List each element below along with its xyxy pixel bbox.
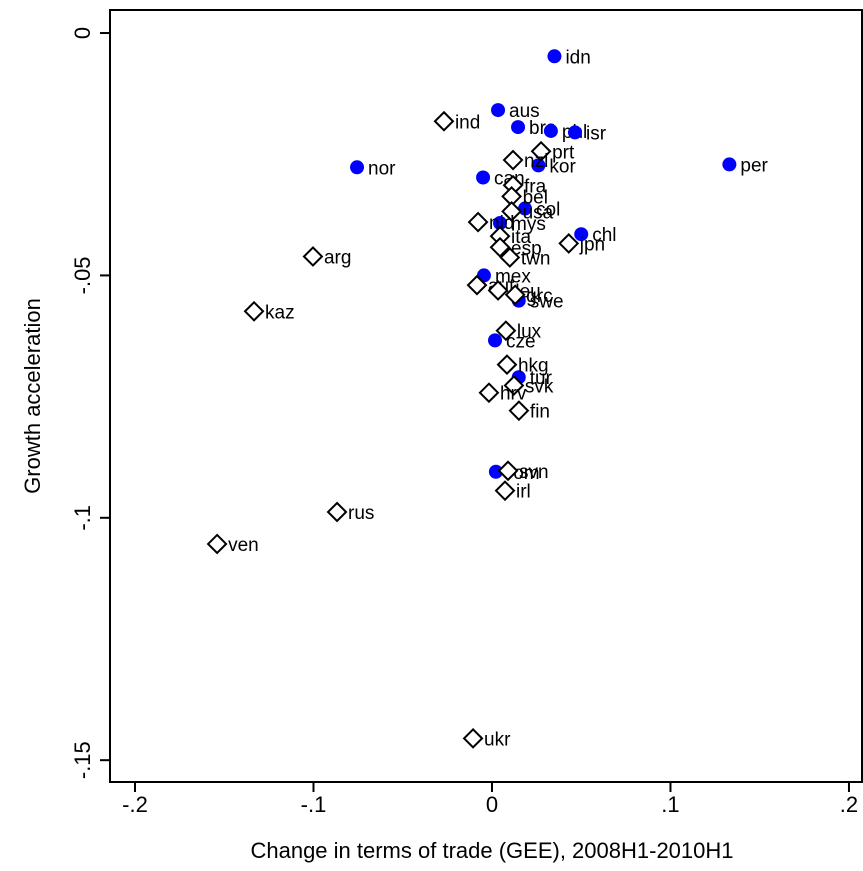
point — [243, 300, 265, 322]
point-label: arg — [324, 248, 351, 269]
point-label: ind — [455, 112, 480, 133]
point-label: rus — [348, 503, 374, 524]
y-tick-label: -.15 — [70, 741, 95, 779]
point-label: cze — [506, 331, 536, 352]
x-tick-label: .1 — [661, 792, 679, 817]
x-axis-title: Change in terms of trade (GEE), 2008H1-2… — [250, 838, 733, 863]
point-label: svn — [519, 462, 549, 483]
point-label: nld — [489, 213, 514, 234]
point-label: usa — [523, 202, 554, 223]
point — [487, 280, 509, 301]
point — [504, 284, 526, 306]
point — [547, 49, 562, 64]
point — [350, 160, 365, 175]
point-label: mex — [495, 266, 531, 287]
point — [462, 727, 484, 749]
point — [491, 103, 506, 118]
point-label: per — [740, 155, 768, 176]
point — [499, 247, 521, 268]
point — [518, 201, 533, 216]
x-tick-label: .2 — [840, 792, 858, 817]
point — [543, 123, 558, 138]
point-label: isr — [586, 123, 607, 144]
point — [493, 216, 508, 231]
x-tick-label: 0 — [486, 792, 498, 817]
point — [501, 201, 523, 222]
point-label: jpn — [579, 234, 605, 255]
point — [574, 227, 589, 242]
point — [494, 480, 516, 502]
point-label: ven — [228, 535, 259, 556]
y-tick-label: -.05 — [70, 256, 95, 294]
point — [476, 170, 491, 185]
point — [433, 110, 455, 132]
point-label: fin — [530, 402, 550, 423]
y-axis-title: Growth acceleration — [20, 298, 45, 494]
point — [558, 233, 580, 254]
point — [503, 375, 525, 396]
point — [496, 354, 518, 376]
point-label: chl — [592, 225, 616, 246]
point — [497, 460, 519, 482]
point — [567, 125, 582, 140]
point-label: aus — [509, 101, 540, 122]
point — [326, 501, 348, 523]
point-label: fra — [524, 176, 547, 197]
point-label: kaz — [265, 302, 295, 323]
point — [511, 120, 526, 135]
point-label: bel — [523, 187, 548, 208]
point-label: nor — [368, 158, 396, 179]
y-tick-label: 0 — [70, 27, 95, 39]
point — [531, 158, 546, 173]
point-label: ita — [511, 227, 531, 248]
point — [467, 211, 489, 233]
point-label: twn — [521, 248, 551, 269]
x-tick-label: -.1 — [301, 792, 327, 817]
point — [206, 533, 228, 555]
point — [489, 236, 511, 258]
point-label: grc — [526, 286, 552, 307]
point-label: prt — [552, 142, 575, 163]
point-label: swe — [530, 292, 564, 313]
point — [495, 320, 517, 342]
point-label: col — [536, 200, 560, 221]
point — [530, 140, 552, 162]
point-label: hrv — [500, 384, 527, 405]
point-label: svk — [525, 376, 554, 397]
point-label: ukr — [484, 729, 511, 750]
point-label: nzl — [524, 151, 548, 172]
point-label: mys — [511, 214, 546, 235]
point — [302, 246, 324, 267]
point — [488, 333, 503, 348]
point — [722, 157, 737, 172]
point — [466, 274, 488, 296]
point-label: hkg — [518, 356, 549, 377]
plot-frame — [109, 9, 863, 783]
y-tick-label: -.1 — [70, 505, 95, 531]
point-label: idn — [565, 47, 590, 68]
point-label: kor — [549, 156, 576, 177]
point — [488, 464, 503, 479]
point — [502, 149, 524, 171]
point — [478, 382, 500, 404]
point-label: tur — [530, 368, 553, 389]
x-tick-label: -.2 — [122, 792, 148, 817]
point-label: esp — [511, 238, 542, 259]
point — [508, 400, 530, 422]
point-label: lux — [517, 322, 542, 343]
point-label: irl — [516, 482, 531, 503]
